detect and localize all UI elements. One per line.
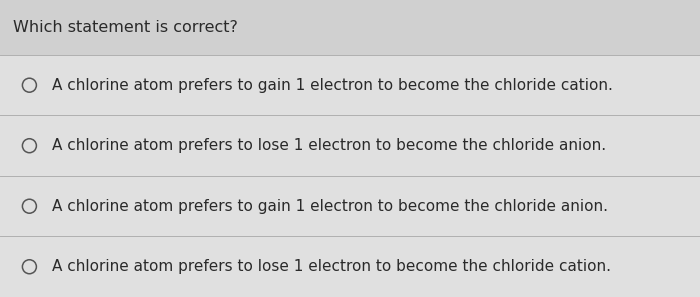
FancyBboxPatch shape xyxy=(0,236,700,297)
Text: A chlorine atom prefers to gain 1 electron to become the chloride anion.: A chlorine atom prefers to gain 1 electr… xyxy=(52,199,608,214)
FancyBboxPatch shape xyxy=(0,116,700,176)
Text: Which statement is correct?: Which statement is correct? xyxy=(13,20,237,35)
FancyBboxPatch shape xyxy=(0,176,700,236)
FancyBboxPatch shape xyxy=(0,0,700,55)
Text: A chlorine atom prefers to lose 1 electron to become the chloride cation.: A chlorine atom prefers to lose 1 electr… xyxy=(52,259,612,274)
Text: A chlorine atom prefers to gain 1 electron to become the chloride cation.: A chlorine atom prefers to gain 1 electr… xyxy=(52,78,613,93)
Text: A chlorine atom prefers to lose 1 electron to become the chloride anion.: A chlorine atom prefers to lose 1 electr… xyxy=(52,138,607,153)
FancyBboxPatch shape xyxy=(0,55,700,116)
